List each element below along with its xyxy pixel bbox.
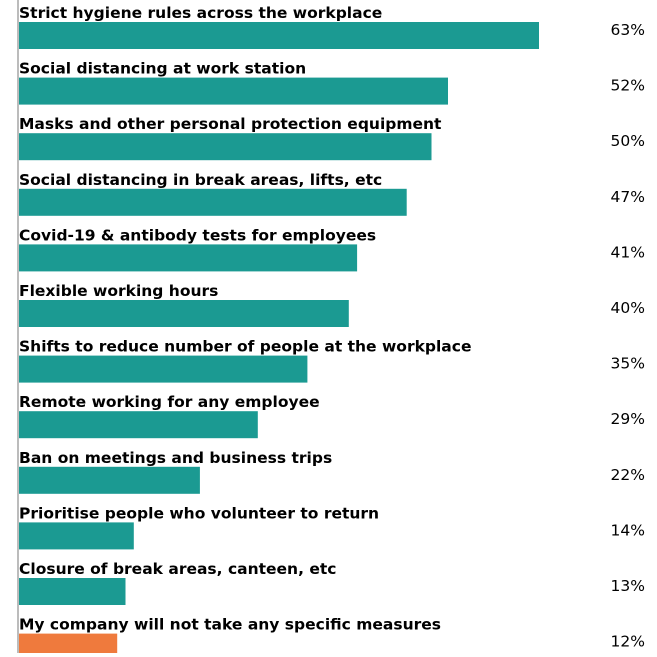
value-label-7: 35% (611, 355, 645, 373)
bars-group (19, 22, 539, 657)
value-label-12: 12% (611, 633, 645, 651)
bar-1 (19, 22, 539, 49)
value-label-6: 40% (611, 299, 645, 317)
bar-10 (19, 522, 134, 550)
category-label-7: Shifts to reduce number of people at the… (19, 338, 471, 356)
category-label-3: Masks and other personal protection equi… (19, 115, 442, 133)
bar-9 (19, 466, 200, 494)
category-label-10: Prioritise people who volunteer to retur… (19, 504, 379, 522)
bar-5 (19, 244, 358, 272)
value-label-4: 47% (611, 188, 645, 206)
bar-2 (19, 77, 448, 105)
value-label-1: 63% (611, 21, 645, 39)
category-label-2: Social distancing at work station (19, 60, 306, 78)
bar-4 (19, 188, 407, 216)
value-label-5: 41% (611, 243, 645, 261)
value-label-11: 13% (611, 577, 645, 595)
bar-6 (19, 300, 349, 327)
bar-3 (19, 133, 432, 161)
value-label-10: 14% (611, 521, 645, 539)
value-label-9: 22% (611, 466, 645, 484)
category-labels-group: Strict hygiene rules across the workplac… (19, 4, 471, 634)
bar-8 (19, 411, 258, 439)
value-label-3: 50% (611, 132, 645, 150)
category-label-8: Remote working for any employee (19, 393, 320, 411)
category-label-11: Closure of break areas, canteen, etc (19, 560, 337, 578)
bar-12 (19, 633, 118, 657)
category-label-4: Social distancing in break areas, lifts,… (19, 171, 382, 189)
bar-11 (19, 578, 126, 605)
category-label-5: Covid-19 & antibody tests for employees (19, 226, 376, 244)
category-label-1: Strict hygiene rules across the workplac… (19, 4, 382, 22)
category-label-12: My company will not take any specific me… (19, 616, 441, 634)
value-label-8: 29% (611, 410, 645, 428)
bar-7 (19, 355, 308, 383)
value-label-2: 52% (611, 77, 645, 95)
category-label-9: Ban on meetings and business trips (19, 449, 332, 467)
category-label-6: Flexible working hours (19, 282, 218, 300)
value-labels-group: 63% 52% 50% 47% 41% 40% 35% 29% 22% 14% 13% 12% (611, 21, 645, 651)
